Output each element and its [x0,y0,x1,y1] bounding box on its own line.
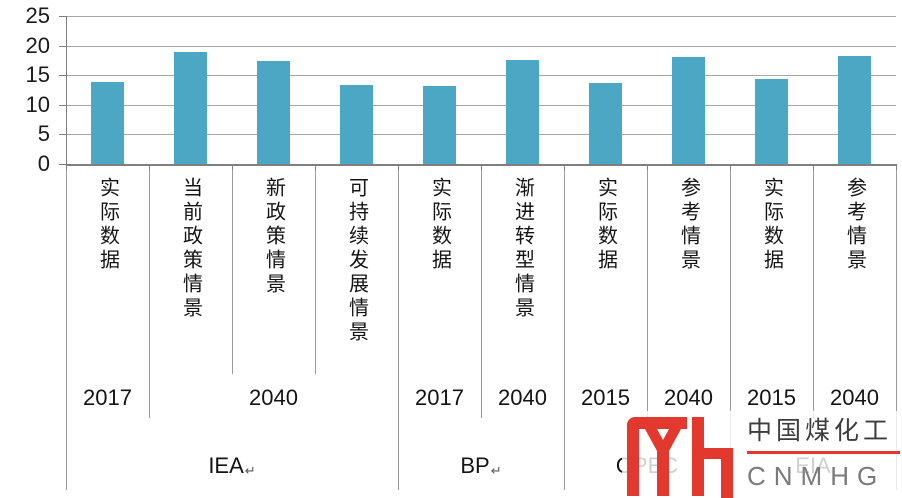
y-axis-tick [59,45,66,47]
year-label: 2040 [664,385,713,410]
y-axis-tick-label: 5 [37,121,50,147]
category-separator [647,164,648,374]
y-axis-tick-label: 10 [25,91,50,117]
x-axis-tick [66,164,67,170]
category-label: 当前政策情景 [179,177,202,321]
return-mark: ↵ [244,463,256,478]
category-label: 新政策情景 [262,177,285,297]
category-label: 渐进转型情景 [511,177,534,321]
year-label: 2040 [249,385,298,410]
bar [91,82,124,164]
year-label: 2040 [830,385,879,410]
category-separator [315,164,316,374]
y-axis-tick-label: 15 [25,62,50,88]
category-separator [896,164,897,374]
y-axis-tick-label: 25 [25,3,50,28]
x-axis-tick [564,164,565,170]
x-axis-tick [398,164,399,170]
x-axis-tick [481,164,482,170]
category-separator [66,164,67,374]
mh-logo-icon [627,417,733,498]
group-label: IEA↵ [208,453,256,478]
year-separator [730,374,731,418]
year-separator [813,374,814,418]
y-axis-tick [59,104,66,106]
year-separator [896,374,897,418]
x-axis-tick [315,164,316,170]
y-axis-tick [59,164,66,165]
category-separator [232,164,233,374]
y-axis-line [66,16,67,164]
category-label: 实际数据 [594,177,617,273]
category-separator [564,164,565,374]
category-label: 实际数据 [96,177,119,273]
year-separator [481,374,482,418]
year-label: 2017 [83,385,132,410]
year-label: 2015 [581,385,630,410]
gridline [66,134,896,136]
gridline [66,16,896,17]
bar [838,55,871,164]
bar [506,59,539,164]
bar [257,60,290,164]
bar [340,85,373,164]
x-axis-tick [730,164,731,170]
y-axis-tick-label: 0 [37,151,50,176]
category-separator [813,164,814,374]
year-label: 2015 [747,385,796,410]
category-separator [481,164,482,374]
category-label: 实际数据 [428,177,451,273]
watermark-latin-text: CNMHG [747,461,886,491]
category-label: 实际数据 [760,177,783,273]
watermark-underline [747,451,900,454]
year-separator [564,374,565,418]
year-label: 2040 [498,385,547,410]
bar [423,85,456,164]
bar [589,83,622,164]
watermark-chinese-text: 中国煤化工 [747,417,893,445]
group-separator [564,418,565,490]
bar [174,51,207,164]
bar [755,79,788,164]
y-axis-tick [59,16,66,17]
group-separator [66,418,67,490]
x-axis-tick [896,164,897,170]
category-separator [398,164,399,374]
group-label: BP↵ [460,453,502,478]
category-separator [730,164,731,374]
category-label: 可持续发展情景 [345,177,368,345]
x-axis-tick [149,164,150,170]
gridline [66,45,896,47]
year-separator [149,374,150,418]
y-axis-tick [59,134,66,136]
x-axis-tick [647,164,648,170]
category-separator [149,164,150,374]
group-separator [398,418,399,490]
x-axis-tick [813,164,814,170]
cnmhg-watermark: 中国煤化工 CNMHG [622,411,902,498]
category-label: 参考情景 [677,177,700,273]
bar [672,56,705,164]
year-separator [66,374,67,418]
category-label: 参考情景 [843,177,866,273]
return-mark: ↵ [490,463,502,478]
year-separator [647,374,648,418]
y-axis-tick [59,75,66,77]
y-axis-tick-label: 20 [25,32,50,58]
gridline [66,75,896,77]
year-label: 2017 [415,385,464,410]
x-axis-tick [232,164,233,170]
year-separator [398,374,399,418]
gridline [66,104,896,106]
